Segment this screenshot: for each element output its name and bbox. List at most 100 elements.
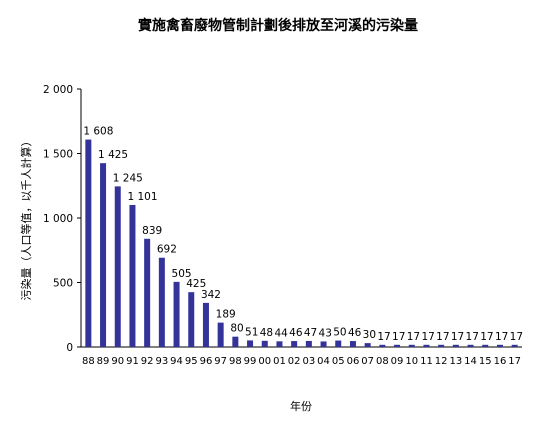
x-tick-label: 10 [405, 356, 418, 367]
bar [320, 341, 327, 347]
bar [335, 340, 342, 347]
x-axis-label: 年份 [290, 399, 312, 413]
data-label: 17 [466, 331, 479, 343]
x-tick-label: 03 [302, 356, 315, 367]
x-tick-label: 94 [170, 356, 183, 367]
y-tick-label: 1 000 [43, 213, 73, 225]
data-label: 839 [142, 225, 162, 237]
x-tick-label: 13 [449, 356, 462, 367]
bar [158, 257, 165, 347]
data-label: 17 [436, 331, 449, 343]
x-tick-label: 02 [288, 356, 301, 367]
bar [188, 292, 195, 347]
bar [85, 139, 92, 347]
x-tick-label: 91 [126, 356, 139, 367]
bar [511, 344, 518, 347]
x-tick-labels: 88 89 90 91 92 93 94 95 96 97 98 99 00 01 02 03 04 05 06 07… [82, 356, 521, 367]
bar [114, 186, 121, 347]
bar [482, 344, 489, 347]
data-label: 43 [319, 327, 332, 339]
y-tick-label: 2 000 [43, 84, 73, 96]
x-tick-label: 07 [361, 356, 374, 367]
data-label: 47 [304, 327, 317, 339]
data-label: 17 [451, 331, 464, 343]
bar [247, 340, 254, 347]
data-label: 17 [407, 331, 420, 343]
y-tick-label: 1 500 [43, 149, 73, 161]
bar [496, 344, 503, 347]
data-label: 505 [172, 268, 192, 280]
x-tick-label: 08 [376, 356, 389, 367]
bar [100, 163, 107, 347]
bar [408, 344, 415, 347]
bar [379, 344, 386, 347]
x-tick-label: 96 [200, 356, 213, 367]
data-label: 17 [495, 331, 508, 343]
bar [305, 340, 312, 347]
data-label: 342 [201, 289, 221, 301]
x-tick-label: 88 [82, 356, 95, 367]
data-label: 46 [289, 327, 303, 339]
data-label: 17 [480, 331, 493, 343]
x-tick-label: 17 [508, 356, 521, 367]
data-label: 51 [245, 326, 258, 338]
bar [173, 281, 180, 347]
data-label: 692 [157, 244, 177, 256]
x-tick-label: 14 [464, 356, 477, 367]
bar [452, 344, 459, 347]
data-label: 48 [260, 327, 273, 339]
x-tick-label: 01 [273, 356, 286, 367]
bar [364, 343, 371, 347]
x-tick-label: 09 [391, 356, 404, 367]
bar [438, 344, 445, 347]
x-tick-label: 93 [155, 356, 168, 367]
bar [129, 204, 136, 347]
data-label: 44 [274, 327, 288, 339]
data-label: 1 608 [83, 126, 113, 138]
x-tick-label: 15 [479, 356, 492, 367]
bar [232, 336, 239, 347]
x-tick-label: 05 [332, 356, 345, 367]
data-label: 17 [377, 331, 390, 343]
x-tick-label: 06 [347, 356, 360, 367]
data-label: 17 [392, 331, 405, 343]
x-tick-label: 95 [185, 356, 198, 367]
x-tick-label: 11 [420, 356, 433, 367]
chart-title: 實施禽畜廢物管制計劃後排放至河溪的污染量 [138, 17, 418, 34]
x-tick-label: 90 [111, 356, 124, 367]
bar [202, 302, 209, 347]
bar [467, 344, 474, 347]
y-tick-label: 500 [53, 278, 73, 290]
x-tick-label: 04 [317, 356, 330, 367]
bar [423, 344, 430, 347]
bar [217, 322, 224, 347]
x-tick-label: 92 [141, 356, 154, 367]
bar [394, 344, 401, 347]
bar [144, 238, 151, 347]
x-tick-label: 00 [258, 356, 271, 367]
bar [349, 341, 356, 347]
x-tick-label: 97 [214, 356, 227, 367]
data-label: 425 [186, 278, 206, 290]
data-label: 30 [363, 329, 376, 341]
bar [261, 340, 268, 347]
data-label: 1 245 [113, 172, 143, 184]
data-label: 17 [421, 331, 434, 343]
x-tick-label: 16 [494, 356, 507, 367]
data-label: 189 [216, 309, 236, 321]
bar [291, 341, 298, 347]
y-tick-label: 0 [66, 342, 73, 354]
data-label: 17 [510, 331, 523, 343]
data-label: 46 [348, 327, 362, 339]
bar [276, 341, 283, 347]
data-label: 1 101 [127, 191, 157, 203]
y-ticks: 0 500 1 000 1 500 2 000 [43, 84, 81, 354]
x-tick-label: 99 [244, 356, 257, 367]
x-tick-label: 98 [229, 356, 242, 367]
bars [85, 139, 518, 347]
data-label: 80 [230, 323, 243, 335]
y-axis-label: 污染量（人口等值，以千人計算） [19, 136, 33, 301]
